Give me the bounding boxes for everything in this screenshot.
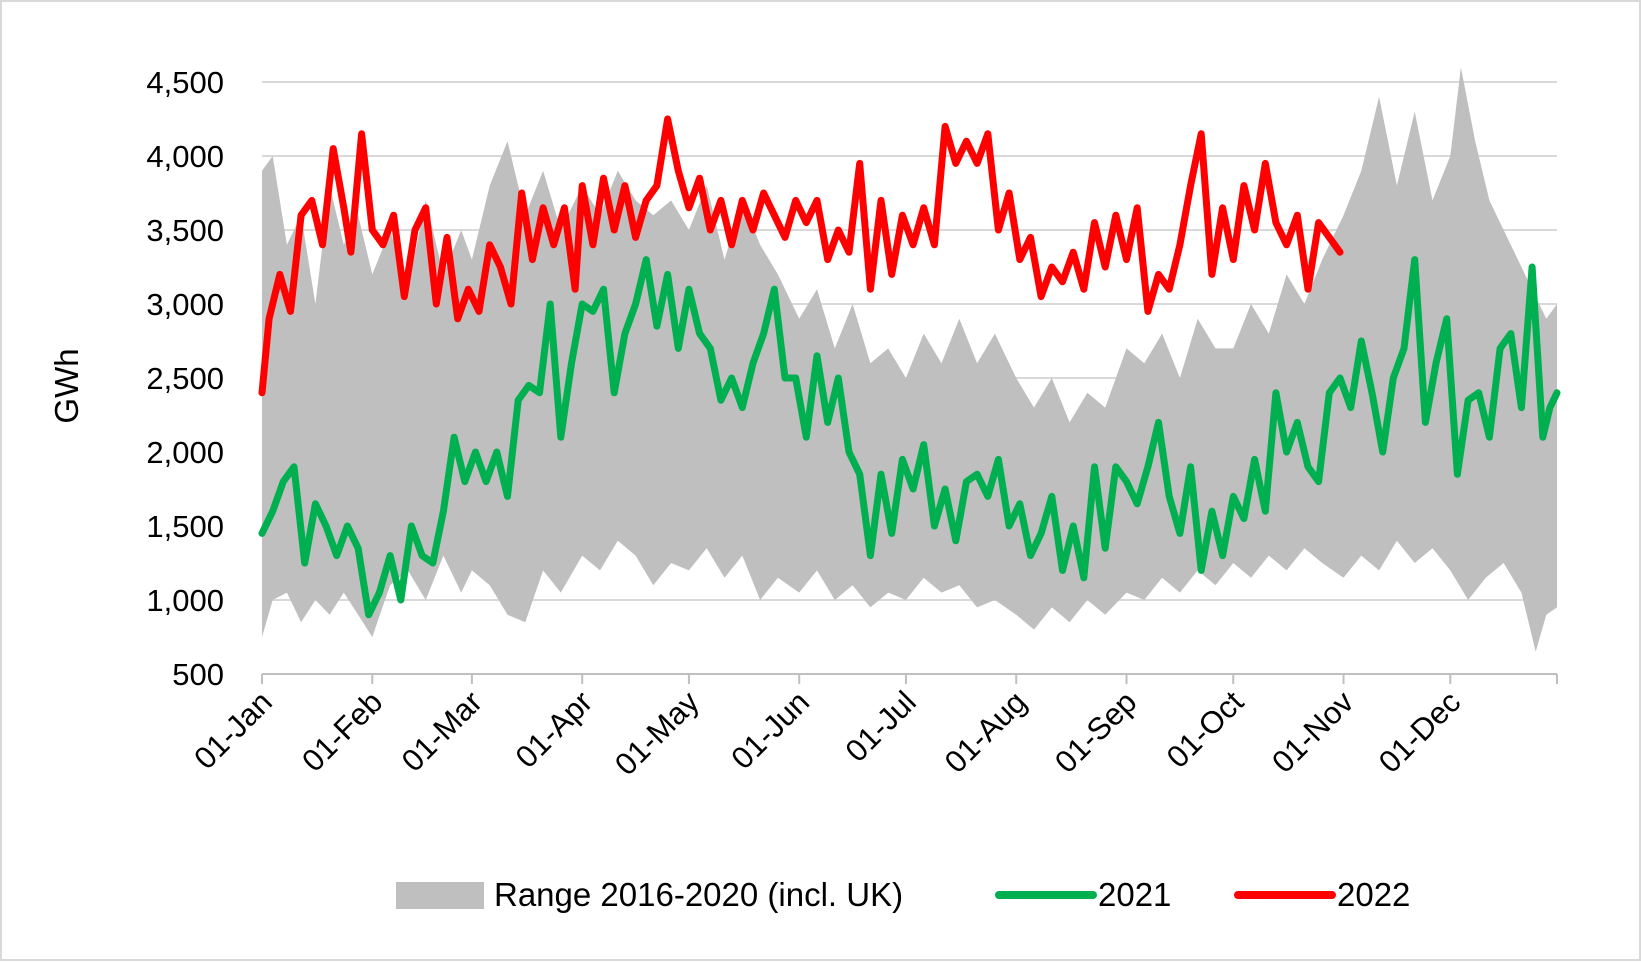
legend: Range 2016-2020 (incl. UK) 2021 2022 (396, 876, 1410, 913)
y-tick-label: 2,000 (146, 435, 224, 470)
series-line-2021 (258, 256, 1561, 619)
x-tick-label: 01-Dec (1372, 684, 1467, 779)
y-tick-labels: 500 1,000 1,500 2,000 2,500 3,000 3,500 4,000 4,… (146, 65, 224, 692)
y-tick-label: 3,500 (146, 213, 224, 248)
series-layer (258, 115, 1561, 619)
y-tick-label: 500 (172, 657, 224, 692)
y-tick-label: 1,000 (146, 583, 224, 618)
x-tick-label: 01-Jun (724, 684, 816, 776)
x-tick-label: 01-Oct (1160, 684, 1251, 775)
series-line-2022 (258, 115, 1344, 397)
x-tick-label: 01-Nov (1265, 684, 1361, 780)
y-tick-label: 1,500 (146, 509, 224, 544)
y-tick-label: 2,500 (146, 361, 224, 396)
x-tick-label: 01-May (608, 684, 706, 782)
legend-label-2021: 2021 (1098, 876, 1171, 913)
x-tick-label: 01-Sep (1048, 684, 1143, 779)
x-tick-label: 01-Apr (509, 684, 600, 775)
legend-label-2022: 2022 (1337, 876, 1410, 913)
x-tick-label: 01-Jan (187, 684, 279, 776)
y-axis-title: GWh (48, 348, 85, 423)
x-tick-label: 01-Jul (838, 684, 922, 768)
x-tick-labels: 01-Jan 01-Feb 01-Mar 01-Apr 01-May 01-Jun 01-J… (187, 684, 1467, 782)
legend-label-range: Range 2016-2020 (incl. UK) (494, 876, 903, 913)
x-axis (261, 673, 1558, 684)
x-tick-label: 01-Aug (938, 684, 1033, 779)
y-tick-label: 4,500 (146, 65, 224, 100)
x-tick-label: 01-Mar (395, 684, 489, 778)
legend-swatch-range (396, 882, 484, 909)
y-tick-label: 4,000 (146, 139, 224, 174)
x-tick-label: 01-Feb (295, 684, 389, 778)
y-tick-label: 3,000 (146, 287, 224, 322)
